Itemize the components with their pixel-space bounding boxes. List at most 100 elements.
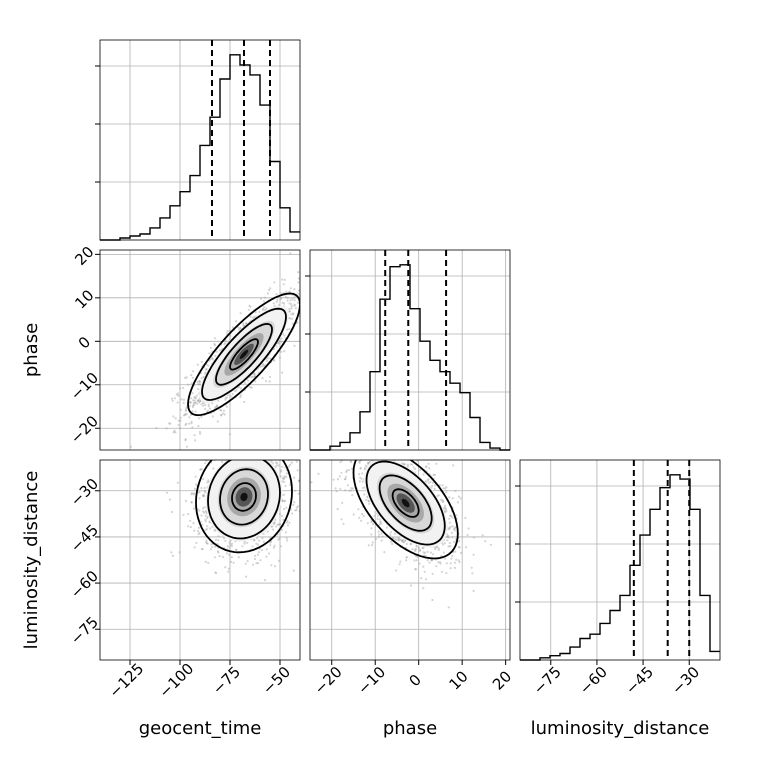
scatter-point xyxy=(303,265,305,267)
scatter-point xyxy=(349,460,352,463)
scatter-point xyxy=(399,560,402,563)
scatter-point xyxy=(234,548,238,552)
scatter-point xyxy=(294,489,297,492)
scatter-point xyxy=(431,572,434,576)
scatter-point xyxy=(213,556,216,559)
y-axis-label-phase: phase xyxy=(21,323,42,377)
scatter-point xyxy=(258,454,260,456)
x-tick-label: −75 xyxy=(530,663,565,698)
scatter-point xyxy=(306,297,308,299)
scatter-point xyxy=(402,541,406,544)
scatter-point xyxy=(280,528,284,532)
scatter-point xyxy=(269,541,272,544)
scatter-point xyxy=(197,491,200,494)
scatter-point xyxy=(321,297,323,299)
density-layer xyxy=(199,305,448,548)
scatter-layer xyxy=(129,252,492,609)
scatter-point xyxy=(165,427,168,430)
scatter-point xyxy=(364,464,367,467)
scatter-point xyxy=(366,462,369,465)
scatter-point xyxy=(279,298,282,301)
scatter-point xyxy=(387,455,389,457)
scatter-point xyxy=(257,421,259,423)
scatter-point xyxy=(198,497,201,500)
scatter-point xyxy=(239,327,242,330)
scatter-point xyxy=(489,543,492,546)
scatter-point xyxy=(208,527,212,530)
scatter-point xyxy=(196,399,199,402)
scatter-point xyxy=(464,516,467,520)
scatter-point xyxy=(292,313,295,316)
scatter-point xyxy=(350,467,354,471)
scatter-point xyxy=(215,405,218,408)
scatter-point xyxy=(297,277,300,280)
scatter-point xyxy=(375,537,378,540)
scatter-point xyxy=(281,480,284,483)
scatter-point xyxy=(190,493,193,496)
scatter-point xyxy=(200,415,203,418)
y-tick-label: −45 xyxy=(67,521,102,556)
scatter-point xyxy=(412,466,415,469)
scatter-point xyxy=(214,354,217,357)
contour-line xyxy=(378,474,433,532)
scatter-point xyxy=(194,439,197,442)
scatter-point xyxy=(447,536,450,539)
scatter-point xyxy=(449,525,452,528)
scatter-point xyxy=(239,396,242,399)
scatter-point xyxy=(369,440,371,442)
scatter-point xyxy=(458,560,461,564)
scatter-point xyxy=(254,311,257,314)
scatter-point xyxy=(472,553,475,556)
scatter-point xyxy=(301,475,303,477)
scatter-point xyxy=(195,483,198,486)
scatter-point xyxy=(360,519,363,522)
scatter-point xyxy=(253,315,256,318)
scatter-point xyxy=(172,431,175,434)
scatter-point xyxy=(204,560,207,564)
scatter-point xyxy=(382,457,384,459)
scatter-point xyxy=(273,281,276,284)
scatter-point xyxy=(437,548,440,552)
scatter-point xyxy=(283,334,286,337)
scatter-point xyxy=(288,327,291,331)
scatter-point xyxy=(453,540,456,544)
scatter-point xyxy=(223,413,226,416)
scatter-point xyxy=(405,559,408,562)
scatter-point xyxy=(256,553,259,556)
scatter-point xyxy=(293,344,296,347)
scatter-point xyxy=(377,535,380,539)
scatter-point xyxy=(253,539,256,542)
scatter-point xyxy=(451,554,454,558)
scatter-point xyxy=(251,545,254,548)
scatter-point xyxy=(449,567,452,570)
scatter-point xyxy=(264,308,267,311)
scatter-point xyxy=(358,441,360,443)
scatter-point xyxy=(327,428,329,430)
scatter-point xyxy=(214,538,218,541)
scatter-point xyxy=(381,457,383,459)
scatter-point xyxy=(302,301,304,303)
scatter-point xyxy=(378,518,381,521)
scatter-point xyxy=(228,329,231,332)
scatter-point xyxy=(249,386,252,389)
scatter-point xyxy=(388,429,390,431)
scatter-point xyxy=(435,565,438,568)
scatter-point xyxy=(406,465,410,468)
scatter-point xyxy=(188,416,191,419)
scatter-point xyxy=(364,467,367,470)
scatter-point xyxy=(228,433,231,436)
scatter-point xyxy=(321,303,323,305)
x-tick-label: −125 xyxy=(106,660,148,702)
x-axis-label-geocent_time: geocent_time xyxy=(139,718,262,739)
scatter-point xyxy=(177,394,180,397)
scatter-point xyxy=(197,526,201,530)
scatter-point xyxy=(229,334,232,338)
scatter-point xyxy=(253,445,255,447)
scatter-point xyxy=(190,501,193,504)
scatter-point xyxy=(413,452,415,454)
scatter-point xyxy=(401,539,404,542)
contours xyxy=(195,460,293,554)
scatter-point xyxy=(352,513,355,516)
scatter-point xyxy=(170,551,173,554)
